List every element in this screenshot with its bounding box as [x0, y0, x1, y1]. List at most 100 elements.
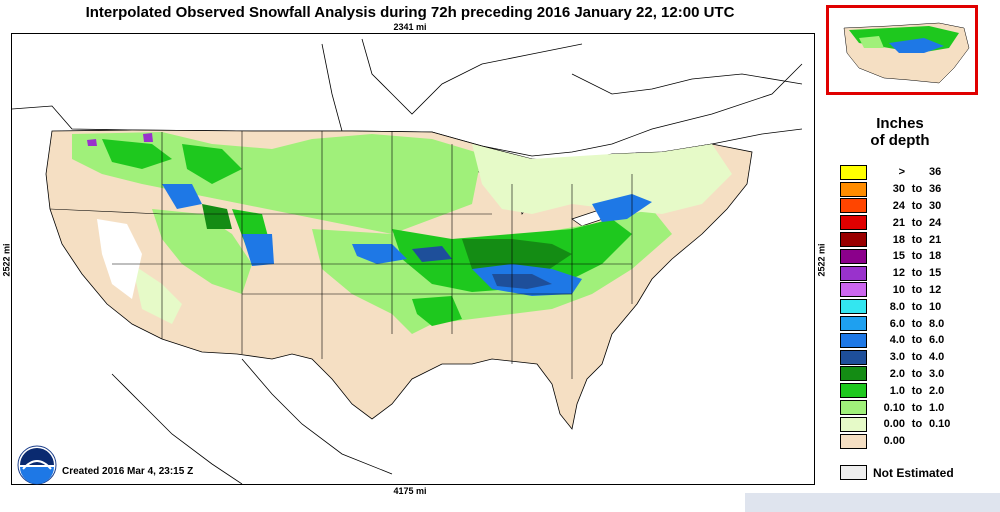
legend-b: 3.0	[929, 367, 945, 380]
legend-row: 15 to 18	[840, 248, 963, 265]
legend-b: 24	[929, 216, 942, 229]
legend-swatch	[840, 366, 867, 382]
legend-row: 4.0 to 6.0	[840, 332, 963, 349]
legend-row: 30 to 36	[840, 181, 963, 198]
legend-row: 3.0 to 4.0	[840, 349, 963, 366]
legend-row: 0.00	[840, 433, 963, 450]
noaa-logo	[17, 445, 57, 490]
legend-title-line2: of depth	[870, 132, 930, 149]
legend-b: 0.10	[929, 418, 951, 431]
legend-swatch	[840, 232, 867, 248]
legend-label: 10 to 12	[873, 284, 963, 296]
legend-a: 15	[892, 250, 905, 263]
snow-4-6	[162, 184, 652, 296]
top-distance-label: 2341 mi	[393, 22, 427, 32]
state-boundaries	[49, 131, 633, 379]
created-timestamp: Created 2016 Mar 4, 23:15 Z	[62, 466, 194, 477]
legend-b: 36	[929, 166, 942, 179]
legend-to: to	[911, 367, 923, 380]
inset-overview-map[interactable]	[826, 5, 978, 95]
legend-label: 18 to 21	[873, 234, 963, 246]
legend-label: >36	[873, 166, 963, 178]
legend-row: 2.0 to 3.0	[840, 366, 963, 383]
legend-swatch	[840, 248, 867, 264]
legend-to: to	[911, 199, 923, 212]
legend-title: Inches of depth	[840, 115, 960, 149]
legend-swatch	[840, 332, 867, 348]
not-estimated-areas	[97, 219, 142, 299]
legend-swatch	[840, 416, 867, 432]
legend-label: 30 to 36	[873, 183, 963, 195]
legend-to: to	[911, 300, 923, 313]
legend-to: to	[911, 351, 923, 364]
legend-row: 8.0 to 10	[840, 298, 963, 315]
legend-b: 30	[929, 199, 942, 212]
legend-row: >36	[840, 164, 963, 181]
legend-swatch	[840, 316, 867, 332]
legend-a: 2.0	[889, 367, 905, 380]
legend-b: 6.0	[929, 334, 945, 347]
legend-a: 0.00	[883, 435, 905, 448]
legend-label: 12 to 15	[873, 267, 963, 279]
not-estimated-label: Not Estimated	[873, 465, 954, 480]
legend-b: 2.0	[929, 384, 945, 397]
legend-row: 10 to 12	[840, 282, 963, 299]
snowfall-map	[11, 33, 815, 485]
legend-to: to	[911, 250, 923, 263]
legend-label: 4.0 to 6.0	[873, 334, 963, 346]
legend-to: to	[911, 401, 923, 414]
legend-a: 6.0	[889, 317, 905, 330]
legend-b: 36	[929, 183, 942, 196]
legend-a: 24	[892, 199, 905, 212]
legend-label: 0.00 to 0.10	[873, 418, 963, 430]
legend-a: 1.0	[889, 384, 905, 397]
map-title: Interpolated Observed Snowfall Analysis …	[85, 4, 735, 21]
legend-a: 21	[892, 216, 905, 229]
legend-to	[905, 435, 929, 447]
legend: >36 30 to 36 24 to 30 21 to 24 18 to 21 15 to 18 12 to 15 1…	[840, 164, 963, 450]
legend-b: 8.0	[929, 317, 945, 330]
legend-a: 18	[892, 233, 905, 246]
legend-swatch	[840, 282, 867, 298]
legend-to: to	[911, 317, 923, 330]
legend-a: 10	[892, 283, 905, 296]
legend-a: 4.0	[889, 334, 905, 347]
legend-to: to	[911, 384, 923, 397]
legend-a: 12	[892, 267, 905, 280]
legend-row: 24 to 30	[840, 198, 963, 215]
legend-to: to	[911, 418, 923, 431]
legend-a: 8.0	[889, 300, 905, 313]
legend-label: 1.0 to 2.0	[873, 385, 963, 397]
legend-a: 0.10	[883, 401, 905, 414]
bottom-bar	[745, 493, 1000, 512]
legend-label: 0.00	[873, 435, 963, 447]
legend-row: 12 to 15	[840, 265, 963, 282]
legend-b: 10	[929, 300, 942, 313]
legend-swatch	[840, 265, 867, 281]
legend-swatch	[840, 400, 867, 416]
legend-label: 3.0 to 4.0	[873, 351, 963, 363]
snow-3-4	[412, 246, 552, 289]
legend-swatch	[840, 299, 867, 315]
legend-a: >	[898, 166, 905, 179]
snow-12-15	[87, 133, 153, 146]
legend-label: 2.0 to 3.0	[873, 368, 963, 380]
not-estimated-legend: Not Estimated	[840, 465, 954, 480]
map-canvas	[12, 38, 803, 484]
legend-to: to	[911, 334, 923, 347]
legend-label: 8.0 to 10	[873, 301, 963, 313]
legend-row: 21 to 24	[840, 214, 963, 231]
legend-b: 18	[929, 250, 942, 263]
legend-row: 6.0 to 8.0	[840, 315, 963, 332]
legend-a: 0.00	[883, 418, 905, 431]
legend-b	[929, 435, 963, 447]
legend-to	[905, 166, 929, 178]
legend-title-line1: Inches	[876, 115, 924, 132]
legend-row: 0.10 to 1.0	[840, 399, 963, 416]
legend-b: 1.0	[929, 401, 945, 414]
legend-b: 4.0	[929, 351, 945, 364]
legend-to: to	[911, 233, 923, 246]
legend-row: 0.00 to 0.10	[840, 416, 963, 433]
legend-swatch	[840, 215, 867, 231]
legend-b: 12	[929, 283, 942, 296]
